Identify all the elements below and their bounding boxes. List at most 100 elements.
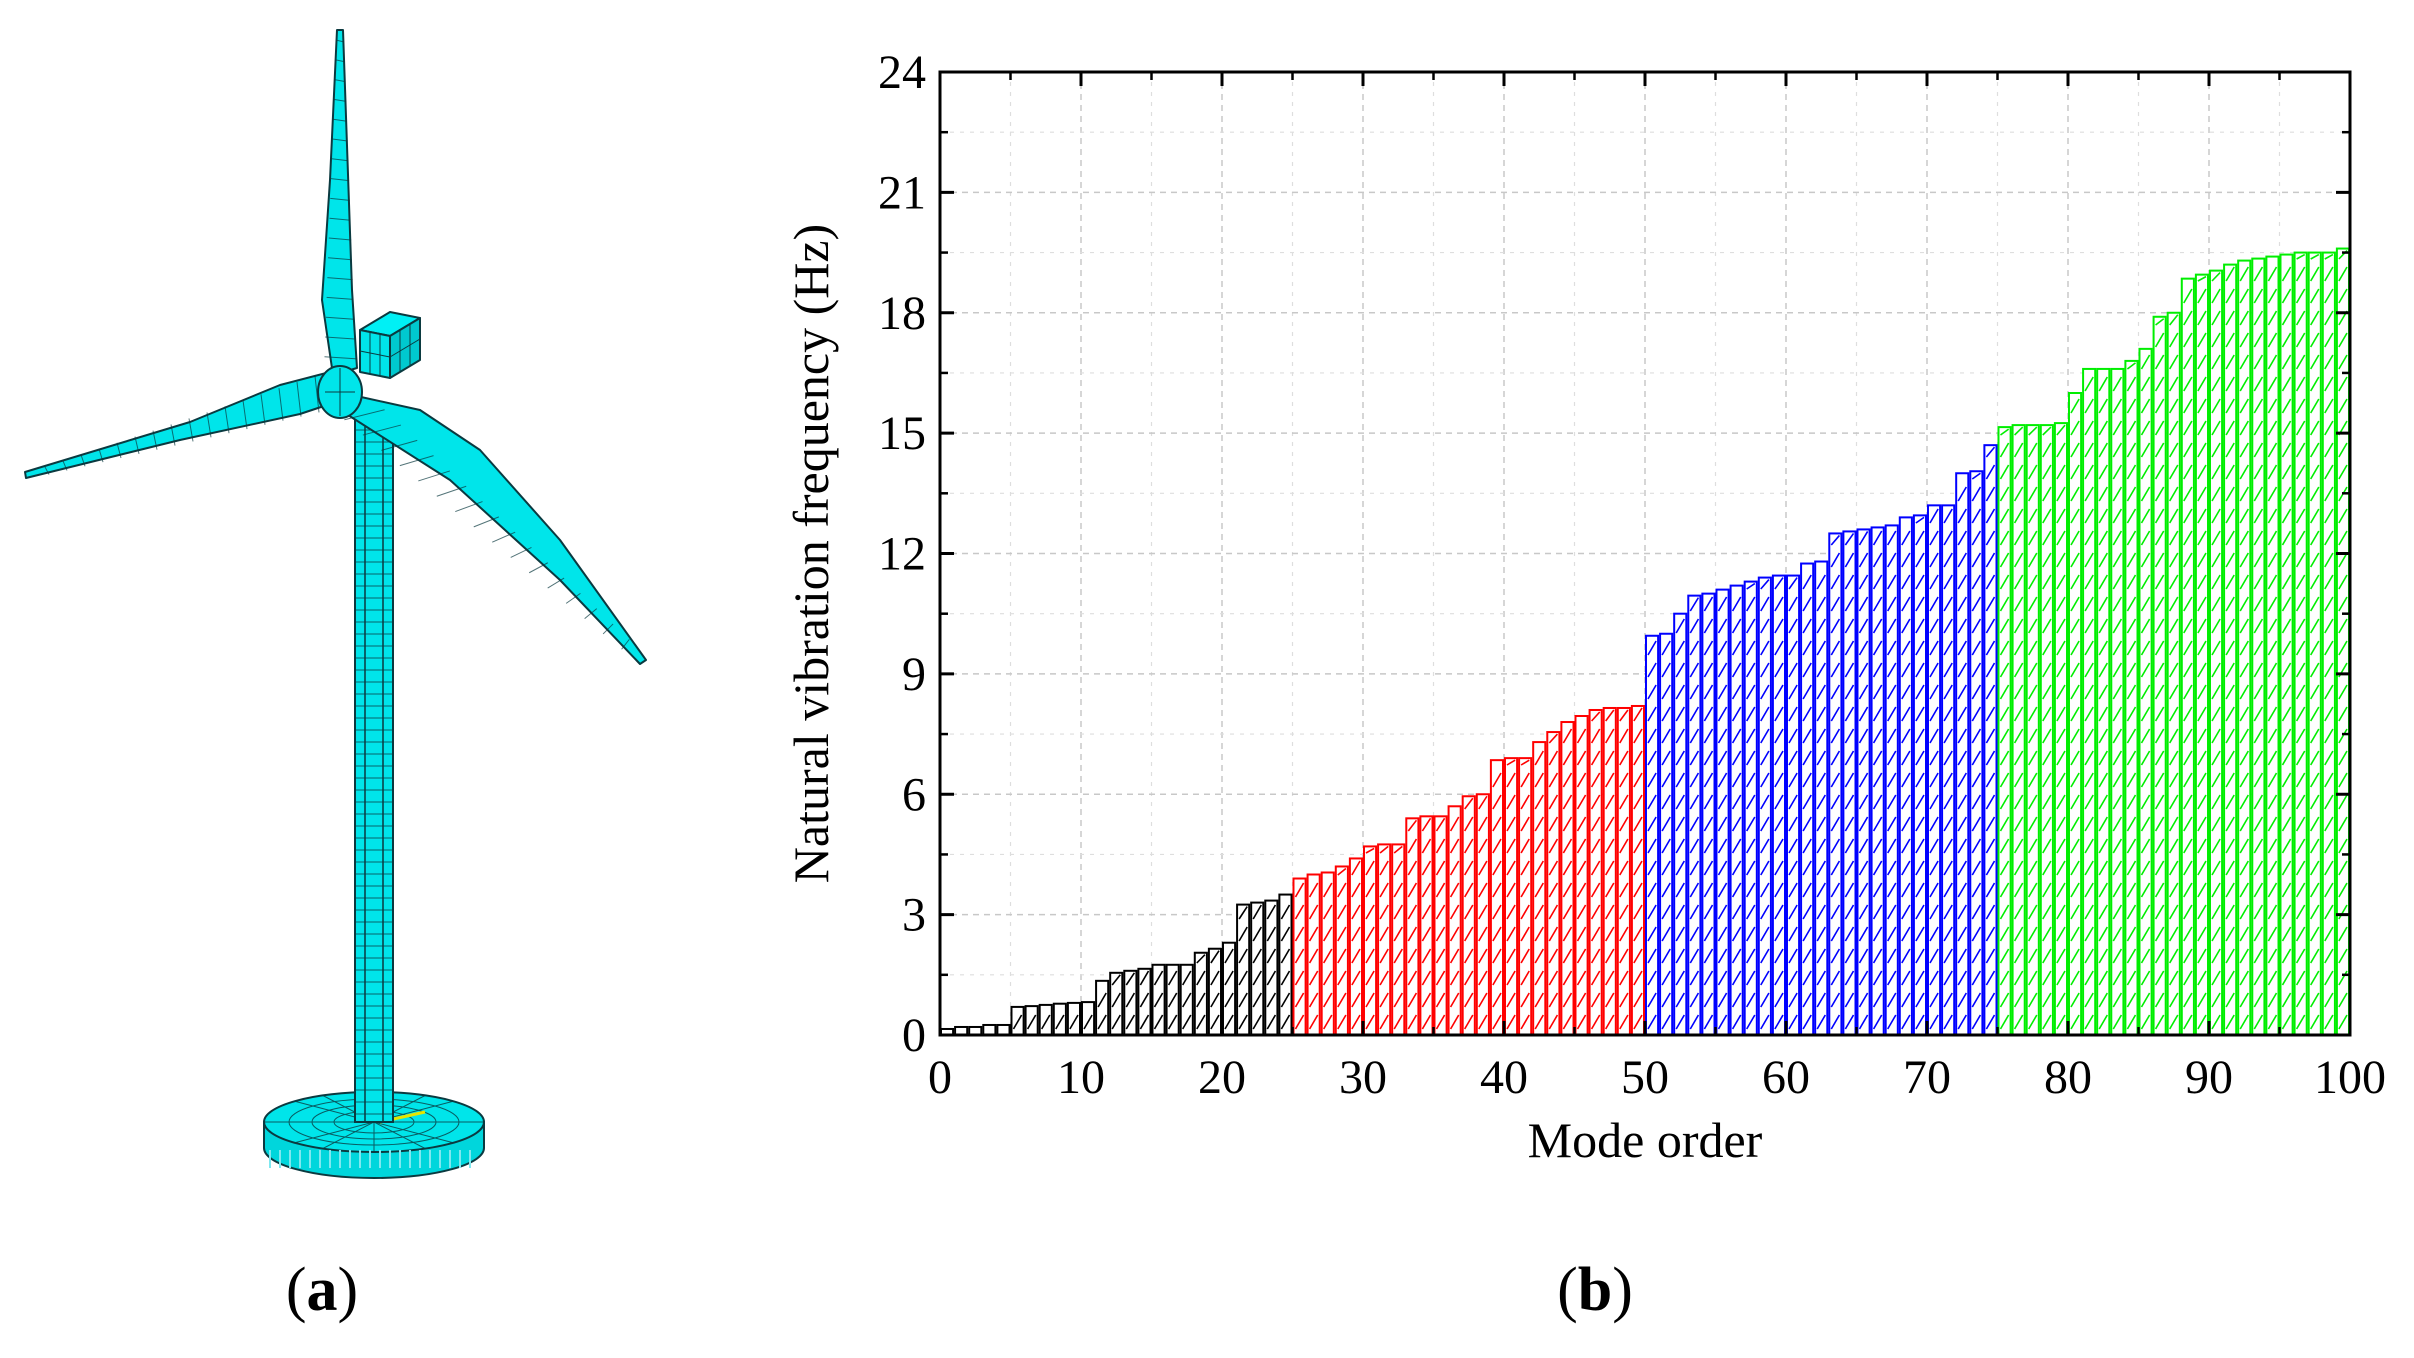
bar-mode-38 (1461, 795, 1476, 1036)
bar-mode-83 (2096, 367, 2111, 1036)
bar-mode-6 (1010, 1005, 1025, 1036)
bar-mode-23 (1250, 901, 1265, 1037)
x-tick-label: 80 (2044, 1051, 2092, 1104)
bar-mode-21 (1221, 941, 1237, 1037)
x-tick-label: 20 (1198, 1051, 1246, 1104)
ticks (938, 70, 2352, 1037)
x-tick-label: 0 (928, 1051, 952, 1104)
bar-mode-80 (2053, 422, 2069, 1036)
y-tick-label: 18 (878, 287, 926, 340)
nacelle (317, 311, 421, 419)
x-tick-label: 60 (1762, 1051, 1810, 1104)
bar-mode-81 (2067, 392, 2083, 1036)
panel-a-letter: a (307, 1256, 338, 1324)
bar-mode-67 (1870, 526, 1885, 1036)
y-tick-label: 3 (902, 889, 926, 942)
tick-labels: 0 10 20 30 40 50 60 70 80 90 100 0 3 6 9 12 15 18 21 24 (878, 46, 2386, 1104)
bar-mode-62 (1800, 562, 1815, 1036)
bar-mode-46 (1574, 715, 1589, 1036)
wind-turbine-mesh-illustration: (a) (24, 29, 647, 1324)
bar-mode-58 (1743, 580, 1758, 1037)
bar-mode-17 (1165, 963, 1180, 1036)
frequency-bar-chart: 0 10 20 30 40 50 60 70 80 90 100 0 3 6 9 12 15 18 21 24 Mod… (783, 46, 2386, 1324)
bar-mode-59 (1757, 576, 1772, 1036)
y-tick-label: 24 (878, 46, 926, 99)
blade-left (24, 371, 337, 479)
bar-mode-32 (1377, 843, 1392, 1036)
x-tick-label: 90 (2185, 1051, 2233, 1104)
bar-mode-88 (2166, 311, 2181, 1036)
bar-mode-44 (1546, 731, 1561, 1037)
tower (354, 419, 394, 1123)
panel-b-label: (b) (1557, 1256, 1633, 1324)
bar-mode-56 (1715, 588, 1730, 1036)
bar-mode-8 (1038, 1003, 1053, 1036)
bar-mode-31 (1362, 845, 1378, 1036)
bar-mode-84 (2110, 367, 2125, 1036)
bar-mode-98 (2307, 251, 2322, 1036)
y-tick-label: 15 (878, 407, 926, 460)
bar-mode-66 (1856, 528, 1871, 1036)
bar-mode-49 (1616, 706, 1631, 1036)
bar-mode-39 (1475, 793, 1490, 1036)
bar-mode-60 (1771, 574, 1787, 1036)
bar-mode-77 (2011, 424, 2026, 1037)
bar-mode-89 (2180, 277, 2195, 1036)
bar-mode-65 (1842, 530, 1857, 1037)
bar-mode-50 (1630, 704, 1646, 1036)
bars (939, 247, 2351, 1037)
bar-mode-53 (1673, 612, 1688, 1036)
bar-mode-18 (1179, 963, 1194, 1036)
bar-mode-71 (1926, 504, 1942, 1037)
bar-mode-20 (1207, 947, 1223, 1037)
bar-mode-99 (2321, 251, 2336, 1036)
y-tick-label: 0 (902, 1009, 926, 1062)
bar-mode-68 (1884, 524, 1899, 1036)
bar-mode-29 (1334, 865, 1349, 1036)
bar-mode-75 (1983, 444, 1998, 1037)
bar-mode-5 (996, 1023, 1011, 1036)
x-tick-label: 70 (1903, 1051, 1951, 1104)
bar-mode-95 (2265, 255, 2280, 1036)
bar-mode-22 (1236, 903, 1251, 1036)
bar-mode-51 (1644, 634, 1660, 1036)
bar-mode-74 (1969, 470, 1984, 1036)
bar-mode-7 (1024, 1005, 1039, 1036)
panel-b-letter: b (1578, 1256, 1612, 1324)
y-axis-label: Natural vibration frequency (Hz) (783, 224, 839, 883)
bar-mode-24 (1264, 899, 1279, 1036)
bar-mode-94 (2251, 257, 2266, 1036)
bar-mode-10 (1066, 1001, 1082, 1037)
x-tick-label: 50 (1621, 1051, 1669, 1104)
x-tick-label: 10 (1057, 1051, 1105, 1104)
bar-mode-73 (1955, 472, 1970, 1036)
bar-mode-87 (2152, 315, 2167, 1036)
bar-mode-42 (1518, 757, 1533, 1036)
bar-mode-11 (1080, 1001, 1096, 1036)
bar-mode-70 (1912, 514, 1928, 1036)
bar-mode-27 (1306, 873, 1321, 1036)
bar-mode-54 (1687, 594, 1702, 1036)
bar-mode-79 (2039, 424, 2054, 1037)
bar-mode-57 (1729, 584, 1744, 1036)
bar-mode-96 (2279, 253, 2294, 1037)
bar-mode-90 (2194, 273, 2210, 1037)
bar-mode-9 (1052, 1002, 1067, 1037)
bar-mode-69 (1898, 516, 1913, 1036)
y-tick-label: 21 (878, 166, 926, 219)
bar-mode-72 (1941, 504, 1956, 1037)
x-tick-label: 40 (1480, 1051, 1528, 1104)
bar-mode-82 (2082, 367, 2097, 1036)
bar-mode-19 (1193, 951, 1208, 1037)
bar-mode-12 (1095, 979, 1110, 1036)
bar-mode-97 (2293, 251, 2308, 1036)
x-tick-label: 100 (2314, 1051, 2386, 1104)
bar-mode-52 (1659, 632, 1674, 1036)
bar-mode-100 (2335, 247, 2351, 1037)
bar-mode-61 (1785, 574, 1801, 1036)
bar-mode-15 (1137, 967, 1152, 1037)
y-tick-label: 6 (902, 768, 926, 821)
bar-mode-30 (1348, 857, 1364, 1037)
bar-mode-13 (1109, 971, 1124, 1037)
